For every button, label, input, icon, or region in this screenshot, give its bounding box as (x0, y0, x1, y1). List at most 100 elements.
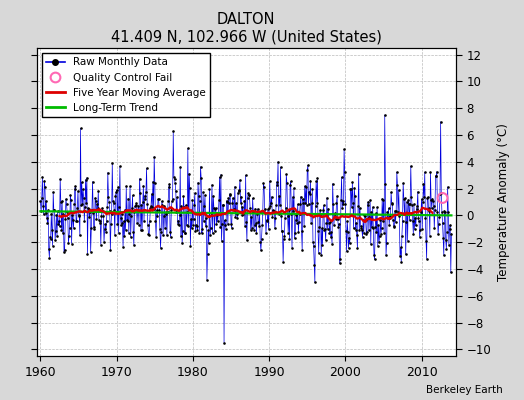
Point (412, 205, 421, 212)
Point (441, 209, 449, 216)
Point (220, 340, 228, 346)
Point (335, 260, 344, 266)
Point (341, 201, 350, 208)
Point (379, 197, 388, 203)
Point (92, 198, 100, 204)
Point (65, 232, 73, 239)
Point (156, 226, 164, 232)
Point (354, 203, 362, 209)
Point (90, 225, 98, 232)
Point (321, 226, 329, 232)
Point (419, 181, 428, 187)
Point (203, 276, 211, 283)
Point (219, 202, 227, 208)
Point (182, 202, 190, 208)
Point (93, 204, 102, 211)
Point (113, 187, 121, 194)
Point (200, 203, 209, 210)
Point (350, 225, 358, 232)
Point (300, 222, 308, 229)
Point (148, 204, 157, 210)
Point (386, 213, 394, 219)
Point (132, 200, 140, 206)
Point (68, 212, 77, 218)
Point (258, 222, 266, 229)
Point (406, 200, 414, 207)
Point (267, 200, 275, 206)
Point (301, 183, 309, 190)
Point (264, 226, 272, 232)
Point (158, 198, 166, 204)
Point (176, 164, 184, 170)
Point (161, 211, 170, 218)
Point (80, 217, 89, 224)
Point (328, 240, 336, 247)
Point (206, 225, 215, 232)
Point (302, 184, 310, 190)
Point (347, 186, 355, 192)
Point (388, 200, 396, 206)
Point (264, 206, 272, 213)
Point (337, 174, 346, 180)
Point (128, 192, 137, 198)
Point (196, 197, 204, 204)
Point (366, 197, 374, 204)
Point (248, 225, 256, 231)
Point (329, 201, 337, 208)
Point (212, 205, 220, 211)
Point (275, 193, 283, 199)
Point (296, 200, 304, 207)
Point (186, 243, 194, 249)
Point (98, 205, 106, 211)
Point (385, 222, 394, 228)
Point (404, 196, 412, 203)
Point (398, 233, 406, 239)
Point (383, 240, 391, 246)
Point (89, 178, 97, 185)
Point (38, 195, 46, 202)
Point (367, 241, 375, 247)
Point (153, 213, 161, 220)
Point (234, 190, 242, 196)
Point (408, 201, 416, 208)
Point (245, 192, 253, 198)
Point (238, 204, 247, 210)
Point (395, 187, 403, 193)
Point (445, 241, 453, 248)
Point (207, 212, 215, 218)
Point (141, 196, 149, 202)
Point (96, 219, 104, 226)
Point (418, 196, 426, 202)
Point (117, 211, 126, 217)
Point (285, 236, 293, 242)
Point (53, 208, 62, 214)
Point (91, 195, 100, 201)
Point (122, 227, 130, 233)
Point (187, 216, 195, 222)
Point (400, 196, 408, 202)
Point (442, 246, 451, 252)
Point (440, 208, 449, 214)
Point (116, 215, 125, 222)
Point (257, 236, 266, 242)
Point (414, 215, 422, 222)
Point (398, 218, 407, 224)
Point (410, 201, 418, 207)
Point (250, 226, 258, 233)
Point (209, 192, 217, 199)
Point (307, 220, 315, 226)
Point (202, 215, 211, 221)
Point (94, 188, 103, 194)
Point (177, 233, 185, 240)
Point (147, 190, 156, 197)
Point (280, 236, 288, 242)
Point (313, 200, 321, 206)
Point (297, 193, 305, 200)
Point (299, 196, 307, 202)
Point (183, 145, 192, 152)
Point (224, 221, 232, 227)
Point (140, 192, 149, 199)
Point (107, 211, 116, 218)
Point (95, 217, 103, 223)
Point (275, 210, 283, 217)
